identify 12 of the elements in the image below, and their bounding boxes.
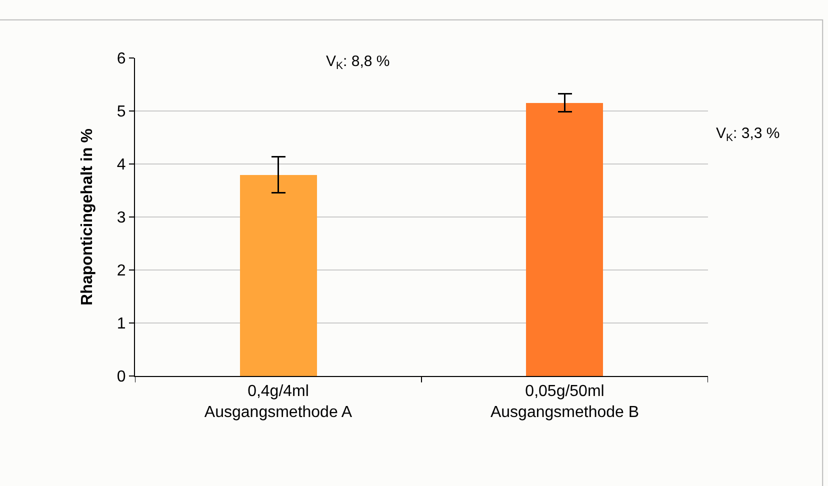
y-tick-label: 3 (116, 210, 126, 227)
text: V$_{K}$: 3,3 % (716, 125, 780, 144)
y-tick-label: 5 (116, 104, 126, 121)
y-tick-label: 6 (116, 50, 126, 68)
y-tick-label: 0 (116, 368, 126, 386)
y-tick-label: 4 (116, 156, 126, 174)
x-tick-label: 0,05g/50ml Ausgangsmethode B (490, 383, 640, 421)
y-tick-label: 2 (116, 262, 126, 280)
y-axis-title: Rhaponticingehalt in % (78, 128, 96, 306)
x-tick-label: 0,4g/4ml Ausgangsmethode A (204, 383, 352, 421)
annotation: V$_{K}$: 8,8 % (326, 53, 390, 72)
y-tick-label: 1 (116, 316, 126, 333)
